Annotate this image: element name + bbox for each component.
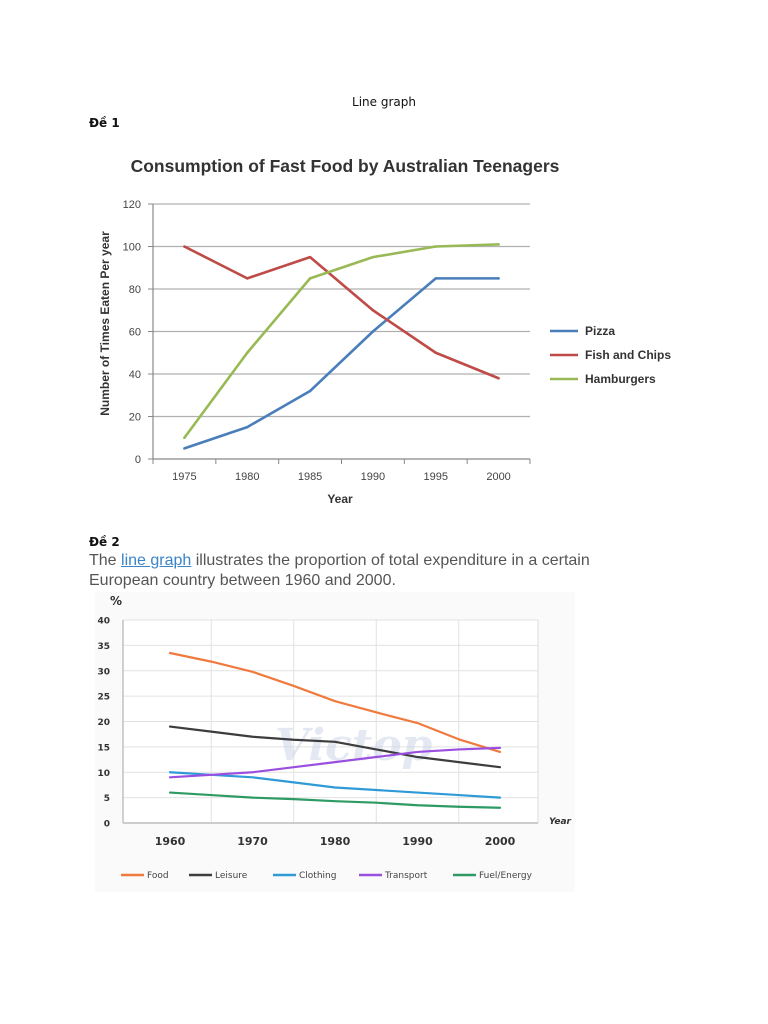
- legend-label: Pizza: [585, 324, 615, 338]
- series-line-fuel-energy: [168, 791, 502, 809]
- data-point: [434, 245, 438, 248]
- data-point: [371, 255, 375, 259]
- legend-label: Clothing: [299, 871, 336, 881]
- y-tick-label: 20: [97, 718, 110, 728]
- y-tick-label: 0: [135, 454, 141, 466]
- data-point: [245, 425, 249, 429]
- x-tick-label: 1985: [298, 471, 322, 483]
- legend-label: Fuel/Energy: [479, 871, 533, 881]
- x-tick-label: 1990: [361, 471, 385, 483]
- document-heading: Line graph: [352, 95, 416, 109]
- y-tick-label: 30: [97, 667, 110, 677]
- y-tick-label: 10: [97, 769, 110, 779]
- x-tick-label: 1980: [235, 471, 259, 483]
- legend-label: Fish and Chips: [585, 348, 671, 362]
- y-axis-unit-label: %: [110, 594, 122, 608]
- x-tick-label: 2000: [485, 835, 516, 848]
- x-tick-label: 1970: [237, 835, 268, 848]
- legend-label: Hamburgers: [585, 372, 656, 386]
- y-tick-label: 25: [97, 693, 110, 703]
- x-tick-label: 1990: [402, 835, 433, 848]
- data-point: [183, 447, 186, 450]
- x-tick-label: 2000: [486, 471, 510, 483]
- y-tick-label: 35: [97, 642, 110, 652]
- data-point: [371, 330, 375, 333]
- y-tick-label: 100: [123, 242, 141, 254]
- intro-text-end: illustrates the proportion of total expe…: [89, 552, 590, 589]
- data-point: [183, 436, 186, 440]
- chart-fast-food: Consumption of Fast Food by Australian T…: [98, 156, 671, 506]
- x-tick-label: 1975: [172, 471, 196, 483]
- series-line-hamburgers: [183, 243, 499, 439]
- series-line-transport: [168, 746, 502, 779]
- y-tick-label: 20: [129, 412, 141, 424]
- series-line-clothing: [168, 771, 502, 799]
- y-axis-label: Number of Times Eaten Per year: [98, 231, 112, 416]
- data-point: [183, 245, 186, 248]
- data-point: [245, 351, 249, 355]
- intro-paragraph: The line graph illustrates the proportio…: [89, 551, 649, 591]
- data-point: [371, 308, 375, 312]
- x-tick-label: 1980: [320, 835, 351, 848]
- data-point: [434, 351, 438, 355]
- section-1-label: Đề 1: [89, 116, 120, 130]
- y-tick-label: 40: [129, 369, 141, 381]
- y-tick-label: 120: [123, 199, 141, 211]
- data-point: [497, 243, 500, 246]
- x-tick-label: 1995: [424, 471, 448, 483]
- y-tick-label: 0: [104, 820, 110, 830]
- chart-1-title: Consumption of Fast Food by Australian T…: [131, 156, 560, 176]
- y-tick-label: 80: [129, 284, 141, 296]
- data-point: [497, 277, 500, 280]
- series-line-pizza: [184, 277, 499, 450]
- series-line-leisure: [168, 725, 502, 769]
- legend-label: Food: [147, 871, 169, 881]
- x-tick-label: 1960: [155, 835, 186, 848]
- data-point: [308, 277, 312, 280]
- data-point: [245, 277, 249, 280]
- x-axis-label: Year: [327, 492, 353, 506]
- x-axis-label: Year: [549, 817, 572, 827]
- y-tick-label: 60: [129, 327, 141, 339]
- intro-text-start: The: [89, 552, 122, 569]
- legend-label: Transport: [384, 871, 428, 881]
- y-tick-label: 40: [97, 617, 110, 627]
- line-graph-link[interactable]: line graph: [121, 552, 192, 569]
- data-point: [497, 376, 500, 380]
- y-tick-label: 5: [104, 794, 110, 804]
- series-line-food: [168, 651, 502, 754]
- data-point: [308, 255, 312, 259]
- series-line-fish-and-chips: [183, 245, 500, 380]
- legend-label: Leisure: [215, 871, 248, 881]
- data-point: [308, 389, 312, 393]
- data-point: [434, 277, 438, 280]
- section-2-label: Đề 2: [89, 535, 120, 549]
- y-tick-label: 15: [97, 743, 110, 753]
